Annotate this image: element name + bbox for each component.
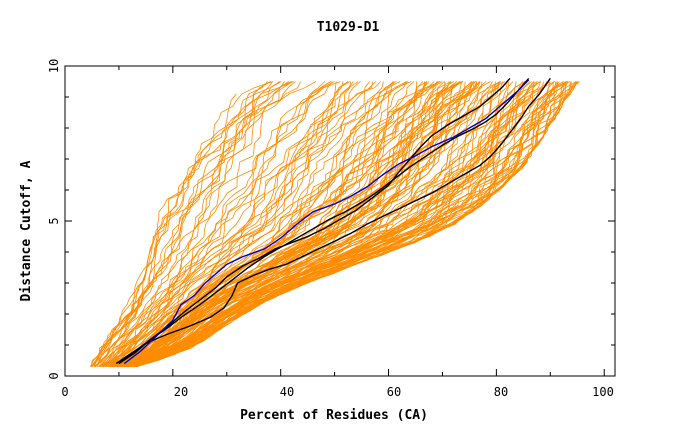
model-curve <box>93 81 293 368</box>
model-curve <box>133 81 567 368</box>
background-model-curves <box>89 81 580 368</box>
model-curve <box>126 81 508 368</box>
model-curve <box>117 81 472 368</box>
model-curve <box>117 81 464 368</box>
model-curve <box>102 81 333 368</box>
x-tick-label-40: 40 <box>280 385 294 399</box>
model-curve <box>107 81 407 368</box>
x-tick-label-20: 20 <box>174 385 188 399</box>
model-curve <box>90 93 237 367</box>
model-curve <box>131 81 558 368</box>
model-curve <box>121 81 493 368</box>
y-tick-label-0: 0 <box>47 372 61 379</box>
model-curve <box>117 81 446 368</box>
model-curve <box>127 81 551 368</box>
x-tick-label-100: 100 <box>592 385 614 399</box>
model-curve <box>104 81 344 368</box>
highlighted-series <box>115 77 551 365</box>
model-curve <box>113 81 437 368</box>
model-curve <box>96 81 294 367</box>
model-curve <box>129 81 547 368</box>
model-curve <box>93 81 273 368</box>
black-series-line <box>115 77 551 365</box>
model-curve <box>90 81 268 367</box>
model-curve <box>100 81 332 368</box>
blue-series-line <box>123 79 530 365</box>
chart-title: T1029-D1 <box>317 20 380 35</box>
model-curve <box>109 81 371 368</box>
model-curve <box>98 81 326 368</box>
model-curve <box>113 81 441 368</box>
x-tick-label-60: 60 <box>387 385 401 399</box>
model-curve <box>94 81 289 367</box>
x-tick-label-80: 80 <box>494 385 508 399</box>
model-curve <box>107 81 382 368</box>
model-curve <box>110 81 384 368</box>
model-curve <box>124 81 481 368</box>
model-curve <box>101 81 351 368</box>
model-curve <box>133 81 566 368</box>
x-axis-label: Percent of Residues (CA) <box>240 408 428 423</box>
model-curve <box>120 81 481 368</box>
model-curve <box>103 81 351 368</box>
model-curve <box>111 81 427 368</box>
model-curve <box>127 81 514 368</box>
model-curve <box>98 81 317 367</box>
model-curve <box>101 81 331 368</box>
y-tick-label-10: 10 <box>47 59 61 73</box>
y-tick-label-5: 5 <box>47 217 61 224</box>
black-series-line <box>118 77 511 365</box>
model-curve <box>132 81 558 368</box>
model-curve <box>93 81 271 367</box>
model-curve <box>120 81 475 368</box>
axis-ticks <box>64 65 615 377</box>
model-curve <box>127 81 523 368</box>
y-axis-label: Distance Cutoff, A <box>19 160 34 301</box>
model-curve <box>89 81 301 368</box>
black-series-line <box>118 77 530 365</box>
x-tick-label-0: 0 <box>61 385 68 399</box>
model-curve <box>99 81 341 368</box>
model-curve <box>98 81 335 367</box>
model-curve <box>107 81 401 368</box>
model-curve <box>118 81 476 368</box>
model-curve <box>107 81 394 368</box>
model-curve <box>90 81 282 367</box>
model-curve <box>132 81 577 368</box>
